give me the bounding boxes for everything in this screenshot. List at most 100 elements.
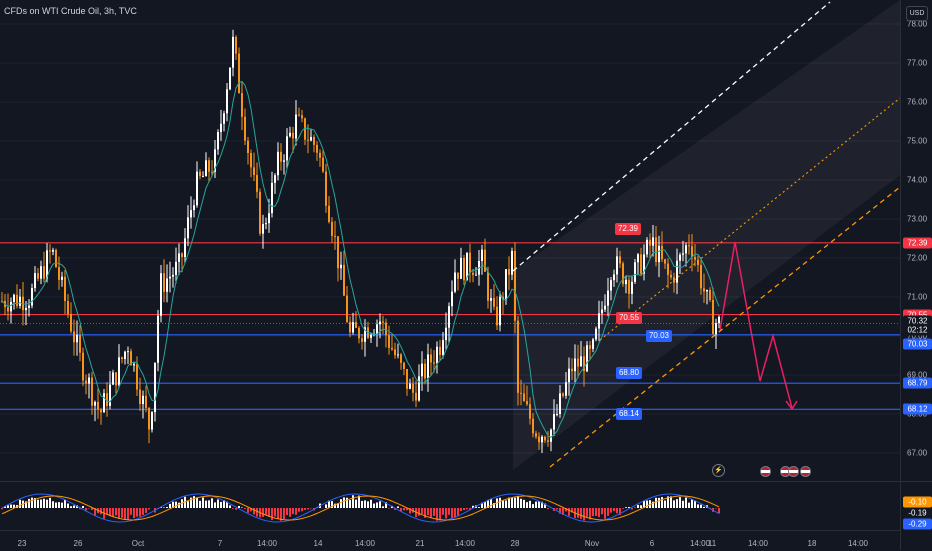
candle-body — [268, 213, 270, 223]
candle-body — [40, 266, 42, 279]
candle-body — [172, 275, 174, 277]
oscillator-bar — [622, 508, 624, 509]
oscillator-bar — [82, 506, 84, 508]
oscillator-bar — [364, 500, 366, 508]
oscillator-bar — [118, 508, 120, 519]
time-label: 14 — [314, 539, 323, 548]
oscillator-bar — [352, 495, 354, 508]
candle-body — [640, 254, 642, 273]
candle-body — [688, 245, 690, 246]
candle-body — [100, 410, 102, 413]
candle-body — [667, 264, 669, 275]
price-tick: 74.00 — [907, 176, 927, 185]
oscillator-tag: -0.19 — [903, 508, 932, 519]
candle-body — [511, 251, 513, 275]
candle-body — [163, 273, 165, 292]
candle-body — [136, 364, 138, 390]
candle-body — [607, 291, 609, 306]
oscillator-bar — [253, 508, 255, 514]
price-tick: 67.00 — [907, 449, 927, 458]
time-label: 18 — [808, 539, 817, 548]
oscillator-bar — [685, 498, 687, 508]
candle-body — [400, 354, 402, 362]
candle-body — [625, 280, 627, 284]
oscillator-bar — [121, 508, 123, 518]
oscillator-bar — [292, 508, 294, 514]
oscillator-bar — [592, 508, 594, 516]
candle-body — [262, 224, 264, 234]
candle-body — [340, 265, 342, 268]
candle-body — [265, 223, 267, 224]
oscillator-bar — [457, 508, 459, 516]
us-flag-icon[interactable] — [800, 466, 811, 477]
oscillator-bar — [49, 498, 51, 508]
oscillator-bar — [37, 500, 39, 508]
oscillator-bar — [526, 502, 528, 508]
candle-body — [424, 364, 426, 379]
candle-body — [493, 298, 495, 307]
oscillator-bar — [442, 508, 444, 515]
oscillator-bar — [52, 501, 54, 508]
oscillator-bar — [508, 498, 510, 508]
candle-body — [430, 354, 432, 362]
candle-body — [700, 265, 702, 288]
oscillator-bar — [691, 499, 693, 508]
us-flag-icon[interactable] — [760, 466, 771, 477]
candle-body — [124, 352, 126, 359]
oscillator-bar — [604, 508, 606, 519]
candle-body — [655, 237, 657, 262]
candle-body — [406, 369, 408, 389]
candle-body — [571, 369, 573, 371]
currency-button[interactable]: USD — [906, 6, 928, 21]
candle-body — [589, 345, 591, 349]
oscillator-bar — [454, 508, 456, 518]
candle-body — [598, 313, 600, 328]
candle-body — [388, 335, 390, 348]
candle-body — [199, 172, 201, 176]
candle-body — [445, 328, 447, 340]
oscillator-bar — [397, 506, 399, 508]
candle-body — [187, 217, 189, 238]
candle-body — [298, 115, 300, 116]
oscillator-bar — [448, 508, 450, 515]
candle-body — [520, 393, 522, 394]
oscillator-bar — [682, 501, 684, 508]
oscillator-bar — [439, 508, 441, 521]
candle-body — [283, 160, 285, 161]
candle-body — [394, 349, 396, 355]
candle-body — [556, 414, 558, 415]
us-flag-icon[interactable] — [788, 466, 799, 477]
candle-body — [226, 89, 228, 113]
oscillator-bar — [625, 507, 627, 508]
oscillator-bar — [535, 502, 537, 508]
candle-body — [418, 376, 420, 400]
oscillator-bar — [208, 500, 210, 508]
candle-body — [682, 253, 684, 254]
candle-body — [403, 363, 405, 369]
candle-body — [259, 192, 261, 234]
oscillator-bar — [106, 508, 108, 514]
oscillator-bar — [538, 501, 540, 508]
oscillator-bar — [379, 501, 381, 508]
oscillator-bar — [325, 504, 327, 508]
candle-body — [703, 288, 705, 291]
candle-body — [481, 250, 483, 261]
oscillator-bar — [217, 500, 219, 508]
oscillator-bar — [577, 508, 579, 518]
oscillator-bar — [199, 501, 201, 508]
candle-body — [148, 408, 150, 429]
candle-body — [202, 176, 204, 177]
candle-body — [541, 437, 543, 443]
candle-body — [217, 132, 219, 149]
oscillator-bar — [238, 506, 240, 508]
oscillator-divider[interactable] — [0, 481, 932, 482]
oscillator-bar — [580, 508, 582, 519]
candle-body — [631, 282, 633, 294]
oscillator-bar — [514, 498, 516, 508]
oscillator-bar — [640, 505, 642, 508]
bolt-icon[interactable]: ⚡ — [712, 464, 725, 477]
candle-body — [361, 338, 363, 342]
candle-body — [280, 152, 282, 162]
